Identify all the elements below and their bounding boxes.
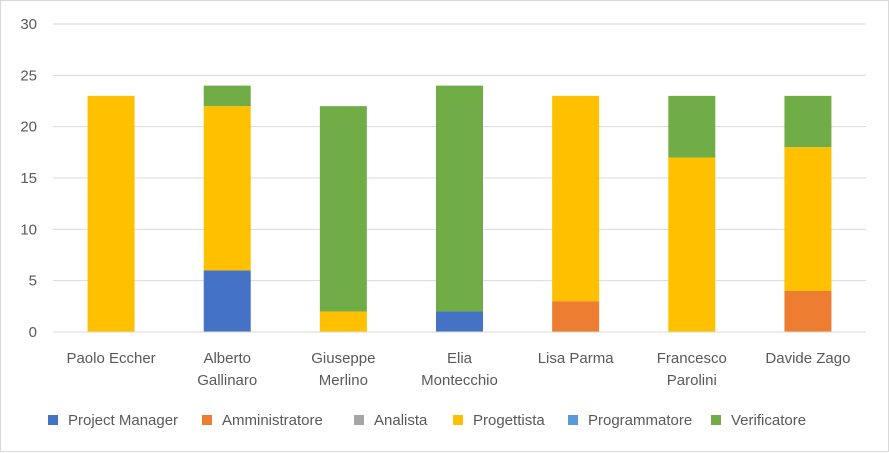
legend-label-progettista: Progettista [473, 412, 545, 429]
x-category-label: Elia [447, 350, 473, 367]
bar-segment-verificatore [668, 95, 716, 158]
legend-label-verificatore: Verificatore [731, 412, 806, 429]
y-axis: 0 5 10 15 20 25 30 [20, 16, 37, 341]
y-tick-label: 15 [20, 170, 37, 187]
y-tick-label: 10 [20, 221, 37, 238]
y-tick-label: 20 [20, 119, 37, 136]
x-category-label: Francesco [657, 350, 727, 367]
x-category-label: Merlino [319, 372, 368, 389]
bar-segment-project-manager [203, 270, 251, 332]
y-tick-label: 5 [29, 273, 37, 290]
x-category-label: Lisa Parma [538, 350, 615, 367]
bar-segment-verificatore [436, 85, 483, 312]
legend-label-programmatore: Programmatore [588, 412, 692, 429]
legend-swatch-analista [354, 415, 364, 425]
y-tick-label: 30 [20, 16, 37, 33]
x-category-label: Gallinaro [197, 372, 257, 389]
x-category-label: Giuseppe [311, 350, 375, 367]
bar-segment-amministratore [552, 301, 600, 332]
bars [87, 85, 832, 332]
bar-segment-progettista [203, 106, 251, 271]
x-category-label: Parolini [667, 372, 717, 389]
bar-segment-verificatore [203, 85, 251, 107]
bar-segment-progettista [319, 311, 367, 332]
legend-swatch-progettista [453, 415, 463, 425]
legend-label-amministratore: Amministratore [222, 412, 323, 429]
x-category-label: Alberto [203, 350, 251, 367]
legend-swatch-project-manager [48, 415, 58, 425]
legend-swatch-verificatore [711, 415, 721, 425]
x-axis: Paolo Eccher Alberto Gallinaro Giuseppe Merl… [53, 331, 866, 389]
y-tick-label: 25 [20, 67, 37, 84]
bar-segment-progettista [784, 147, 832, 291]
bar-segment-progettista [87, 95, 135, 332]
x-category-label: Montecchio [421, 372, 498, 389]
bar-segment-progettista [668, 157, 716, 332]
x-category-label: Paolo Eccher [66, 350, 155, 367]
bar-segment-verificatore [319, 106, 367, 312]
bar-segment-verificatore [784, 95, 832, 148]
bar-segment-project-manager [436, 311, 483, 332]
legend-label-analista: Analista [374, 412, 428, 429]
x-category-label: Davide Zago [765, 350, 850, 367]
bar-segment-amministratore [784, 290, 832, 332]
y-tick-label: 0 [29, 324, 37, 341]
legend: Project Manager Amministratore Analista Pro… [48, 412, 806, 429]
bar-segment-progettista [552, 95, 600, 302]
legend-swatch-amministratore [202, 415, 212, 425]
legend-swatch-programmatore [568, 415, 578, 425]
legend-label-project-manager: Project Manager [68, 412, 178, 429]
